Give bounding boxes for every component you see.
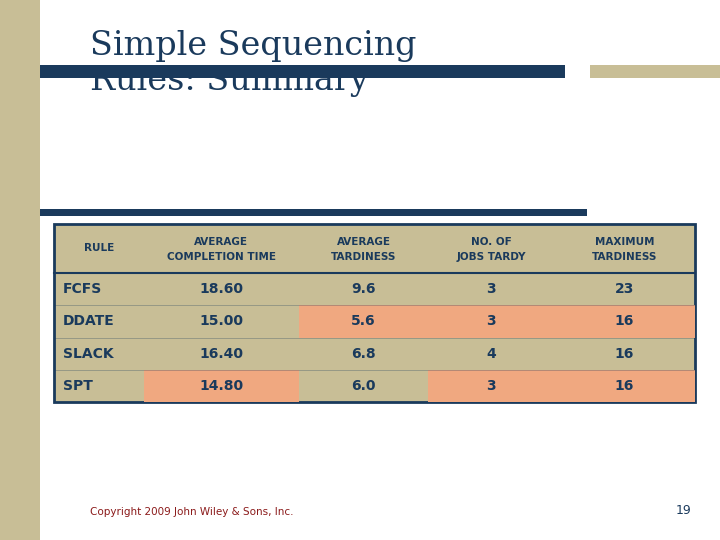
Text: Simple Sequencing: Simple Sequencing xyxy=(90,30,416,62)
Text: 16: 16 xyxy=(615,379,634,393)
Text: RULE: RULE xyxy=(84,244,114,253)
Text: NO. OF: NO. OF xyxy=(471,237,512,247)
Text: AVERAGE: AVERAGE xyxy=(194,237,248,247)
Text: FCFS: FCFS xyxy=(63,282,102,296)
Text: 3: 3 xyxy=(487,314,496,328)
Text: 15.00: 15.00 xyxy=(199,314,243,328)
Text: 23: 23 xyxy=(615,282,634,296)
Text: MAXIMUM: MAXIMUM xyxy=(595,237,654,247)
Text: 9.6: 9.6 xyxy=(351,282,376,296)
Bar xyxy=(554,305,695,338)
Text: COMPLETION TIME: COMPLETION TIME xyxy=(167,252,276,262)
Text: 16: 16 xyxy=(615,347,634,361)
Bar xyxy=(428,305,554,338)
Bar xyxy=(0,0,40,540)
Text: AVERAGE: AVERAGE xyxy=(337,237,391,247)
Text: 4: 4 xyxy=(487,347,496,361)
Text: 3: 3 xyxy=(487,282,496,296)
Text: Rules: Summary: Rules: Summary xyxy=(90,65,369,97)
Bar xyxy=(54,224,695,402)
Text: TARDINESS: TARDINESS xyxy=(592,252,657,262)
Text: 19: 19 xyxy=(675,504,691,517)
Text: 18.60: 18.60 xyxy=(199,282,243,296)
Text: 6.8: 6.8 xyxy=(351,347,376,361)
Bar xyxy=(299,305,428,338)
Text: DDATE: DDATE xyxy=(63,314,114,328)
Bar xyxy=(40,209,587,216)
Text: 3: 3 xyxy=(487,379,496,393)
Text: Copyright 2009 John Wiley & Sons, Inc.: Copyright 2009 John Wiley & Sons, Inc. xyxy=(90,507,294,517)
Bar xyxy=(590,65,720,78)
Bar xyxy=(144,370,299,402)
Text: JOBS TARDY: JOBS TARDY xyxy=(456,252,526,262)
Bar xyxy=(554,370,695,402)
Bar xyxy=(40,65,565,78)
Text: 16: 16 xyxy=(615,314,634,328)
Text: 5.6: 5.6 xyxy=(351,314,376,328)
Text: TARDINESS: TARDINESS xyxy=(331,252,396,262)
Bar xyxy=(428,370,554,402)
Text: 16.40: 16.40 xyxy=(199,347,243,361)
Text: SPT: SPT xyxy=(63,379,92,393)
Text: SLACK: SLACK xyxy=(63,347,113,361)
Text: 6.0: 6.0 xyxy=(351,379,376,393)
Text: 14.80: 14.80 xyxy=(199,379,243,393)
